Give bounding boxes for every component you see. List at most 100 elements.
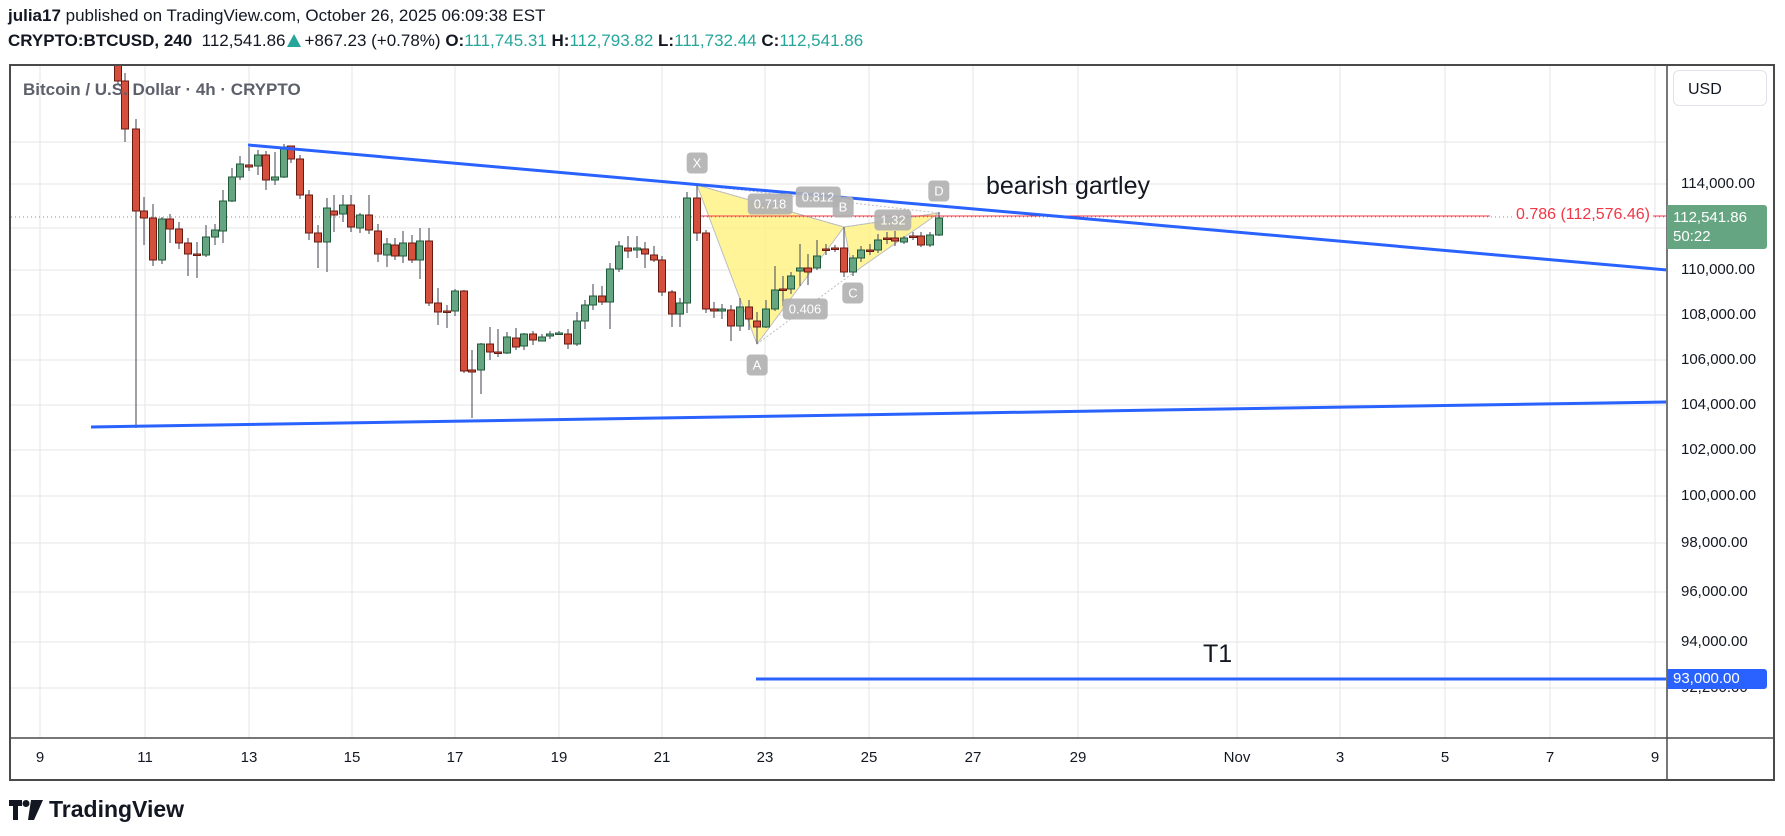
price-tick: 104,000.00 xyxy=(1681,396,1757,413)
candle-down xyxy=(658,259,666,293)
candle-up xyxy=(254,154,262,167)
open-label: O: xyxy=(445,31,465,50)
candle-up xyxy=(555,332,563,335)
time-tick: Nov xyxy=(1223,749,1251,766)
candle-down xyxy=(668,291,676,315)
tradingview-logo[interactable]: TradingView xyxy=(9,796,184,823)
candle-down xyxy=(149,217,157,261)
candle-up xyxy=(874,239,882,251)
candle-down xyxy=(650,254,658,261)
candle-down xyxy=(641,248,649,255)
candle-down xyxy=(486,343,494,353)
pattern-label-D: D xyxy=(928,180,950,202)
candle-down xyxy=(391,244,399,257)
candle-down xyxy=(166,218,174,230)
price-tick: 100,000.00 xyxy=(1681,487,1757,504)
publish-info: julia17 published on TradingView.com, Oc… xyxy=(8,6,545,26)
candle-down xyxy=(598,295,606,303)
candle-up xyxy=(935,217,943,236)
candle-up xyxy=(762,308,770,328)
candle-up xyxy=(633,247,641,251)
time-tick: 3 xyxy=(1335,749,1345,766)
candle-down xyxy=(693,197,701,234)
brand-name: TradingView xyxy=(49,796,185,822)
candle-up xyxy=(158,218,166,261)
candle-down xyxy=(804,267,812,273)
candle-down xyxy=(909,235,917,238)
candle-down xyxy=(624,247,632,252)
price-tick: 108,000.00 xyxy=(1681,306,1757,323)
open-value: 111,745.31 xyxy=(464,31,547,50)
candle-up xyxy=(339,204,347,215)
time-tick: 9 xyxy=(35,749,45,766)
candle-down xyxy=(891,237,899,242)
upper-trendline[interactable] xyxy=(247,143,1667,272)
time-tick: 25 xyxy=(860,749,878,766)
t1-label[interactable]: T1 xyxy=(1203,640,1233,668)
pattern-label-B: B xyxy=(832,196,854,218)
up-triangle-icon xyxy=(287,34,302,47)
price-tick: 110,000.00 xyxy=(1681,261,1755,278)
pattern-label-0-406: 0.406 xyxy=(782,298,828,320)
publish-text: published on TradingView.com, October 26… xyxy=(60,6,546,25)
time-tick: 11 xyxy=(137,749,153,766)
candle-up xyxy=(451,290,459,312)
price-tick: 94,000.00 xyxy=(1681,633,1748,650)
candle-down xyxy=(121,80,129,130)
pattern-label-0-718: 0.718 xyxy=(747,193,793,215)
candle-up xyxy=(416,240,424,261)
candle-up xyxy=(796,267,804,272)
candle-down xyxy=(314,232,322,243)
time-tick: 29 xyxy=(1069,749,1087,766)
author[interactable]: julia17 xyxy=(8,6,61,25)
price-change: +867.23 (+0.78%) xyxy=(304,31,441,50)
high-label: H: xyxy=(551,31,570,50)
current-price-tag: 112,541.86 50:22 xyxy=(1667,205,1767,249)
candle-up xyxy=(849,257,857,273)
time-tick: 15 xyxy=(343,749,361,766)
close-value: 112,541.86 xyxy=(779,31,864,50)
candle-up xyxy=(615,245,623,270)
candle-up xyxy=(771,289,779,310)
candle-down xyxy=(529,333,537,341)
candle-down xyxy=(262,154,270,181)
candle-up xyxy=(857,249,865,259)
candle-up xyxy=(573,320,581,345)
candle-up xyxy=(676,302,684,315)
candle-down xyxy=(702,232,710,310)
currency-button[interactable]: USD xyxy=(1673,70,1767,106)
candle-down xyxy=(365,214,373,231)
tradingview-logo-icon xyxy=(9,799,43,820)
pattern-label-0-812: 0.812 xyxy=(795,186,841,208)
candle-down xyxy=(140,210,148,219)
symbol-label: CRYPTO:BTCUSD, 240 xyxy=(8,31,193,50)
candle-up xyxy=(477,343,485,371)
candle-down xyxy=(347,204,355,228)
candle-down xyxy=(753,320,761,328)
candle-down xyxy=(374,230,382,255)
candle-up xyxy=(683,197,691,304)
candle-down xyxy=(710,308,718,312)
candle-down xyxy=(831,247,839,250)
lower-trendline[interactable] xyxy=(90,400,1667,429)
current-price-value: 112,541.86 xyxy=(1673,209,1747,226)
candles xyxy=(114,66,943,428)
candle-down xyxy=(443,310,451,313)
pattern-name-label[interactable]: bearish gartley xyxy=(986,172,1150,200)
candle-down xyxy=(330,210,338,216)
candle-up xyxy=(356,214,364,229)
time-tick: 5 xyxy=(1440,749,1450,766)
candle-up xyxy=(383,243,391,256)
candle-down xyxy=(745,306,753,320)
candle-down xyxy=(434,302,442,313)
fib-label: 0.786 (112,576.46) xyxy=(1512,206,1653,224)
candle-down xyxy=(822,248,830,251)
candle-up xyxy=(718,308,726,312)
candle-up xyxy=(787,275,795,290)
candle-up xyxy=(606,268,614,303)
candle-up xyxy=(520,333,528,347)
time-tick: 9 xyxy=(1650,749,1660,766)
candle-down xyxy=(917,235,925,246)
time-tick: 23 xyxy=(756,749,774,766)
